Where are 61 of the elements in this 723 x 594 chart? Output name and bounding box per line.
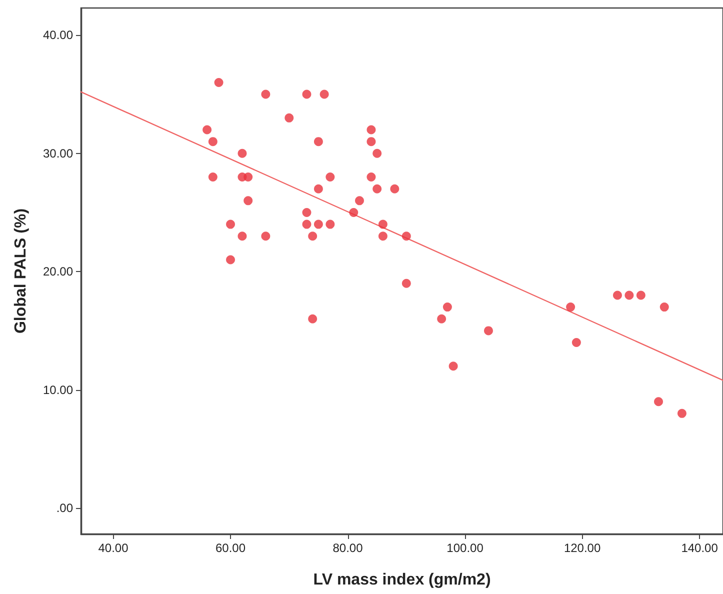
x-axis-title: LV mass index (gm/m2) bbox=[313, 572, 491, 588]
point bbox=[372, 148, 382, 158]
point bbox=[372, 184, 382, 194]
point bbox=[437, 314, 446, 324]
point bbox=[326, 172, 335, 182]
point bbox=[572, 338, 581, 348]
y-axis-title: Global PALS (%) bbox=[12, 208, 30, 334]
point bbox=[214, 78, 224, 87]
point bbox=[566, 302, 576, 312]
point bbox=[636, 290, 646, 300]
point bbox=[302, 90, 312, 99]
point bbox=[202, 125, 212, 134]
point bbox=[326, 220, 335, 229]
x-tick-label: 80.00 bbox=[332, 541, 364, 555]
point bbox=[308, 314, 318, 324]
x-tick-label: 40.00 bbox=[98, 541, 129, 555]
point bbox=[226, 255, 236, 264]
point bbox=[677, 408, 686, 418]
point bbox=[308, 232, 318, 241]
point bbox=[238, 148, 247, 158]
y-tick-label: 10.00 bbox=[42, 382, 74, 397]
point bbox=[261, 90, 270, 99]
point bbox=[238, 232, 247, 241]
point bbox=[366, 137, 376, 146]
point bbox=[612, 290, 622, 300]
point bbox=[226, 220, 236, 229]
point bbox=[402, 278, 411, 288]
point bbox=[378, 232, 388, 241]
y-tick-label: 20.00 bbox=[42, 264, 74, 279]
point bbox=[314, 137, 323, 146]
point bbox=[448, 362, 458, 371]
point bbox=[208, 137, 218, 146]
point bbox=[244, 172, 253, 182]
point bbox=[355, 196, 364, 206]
point bbox=[366, 172, 376, 182]
point bbox=[366, 125, 376, 134]
y-tick-label: 40.00 bbox=[42, 28, 74, 42]
point bbox=[624, 290, 634, 300]
x-tick-label: 120.00 bbox=[564, 541, 601, 555]
y-tick-label: .00 bbox=[56, 500, 74, 515]
point bbox=[261, 232, 270, 241]
point bbox=[284, 113, 294, 122]
y-tick-label: 30.00 bbox=[42, 146, 74, 160]
point bbox=[484, 326, 493, 336]
x-tick-label: 140.00 bbox=[681, 541, 718, 555]
point bbox=[378, 220, 388, 229]
point bbox=[442, 302, 452, 312]
x-tick-label: 100.00 bbox=[446, 541, 484, 555]
point bbox=[208, 172, 218, 182]
point bbox=[302, 220, 312, 229]
x-tick-label: 60.00 bbox=[215, 541, 246, 555]
point bbox=[654, 397, 664, 406]
point bbox=[244, 196, 253, 206]
point bbox=[314, 220, 323, 229]
point bbox=[302, 208, 312, 217]
point bbox=[660, 302, 669, 312]
point bbox=[349, 208, 358, 217]
point bbox=[314, 184, 323, 194]
point bbox=[402, 232, 411, 241]
point bbox=[390, 184, 400, 194]
point bbox=[320, 90, 329, 99]
